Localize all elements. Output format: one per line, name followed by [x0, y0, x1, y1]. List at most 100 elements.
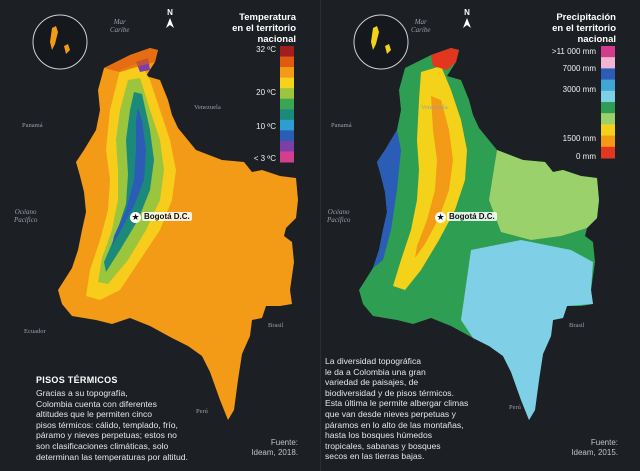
precipitation-map-panel: Mar Caribe N Precipitación en el territo… [320, 0, 640, 471]
guajira-dry-zone [431, 48, 459, 70]
legend-swatch [280, 130, 294, 142]
andes-driest-zone [415, 96, 453, 258]
temp-tick-32: 32 ºC [256, 45, 276, 54]
precip-tick-11000: >11 000 mm [551, 47, 596, 56]
desc-line: pisos térmicos: cálido, templado, frío, [36, 419, 178, 430]
andes-dry-zone [393, 66, 467, 290]
legend-swatch [601, 102, 615, 114]
desc-line: le da a Colombia una gran [325, 366, 426, 377]
island-san-andres [371, 26, 379, 50]
sea-label-line1: Mar [414, 18, 427, 26]
legend-swatch [601, 68, 615, 81]
label-venezuela: Venezuela [421, 104, 448, 111]
precipitation-legend-bar [601, 46, 615, 159]
precipitation-map-svg [353, 14, 615, 420]
sea-label-line2: Caribe [411, 26, 431, 34]
andes-paramo-band [112, 108, 146, 246]
desc-line: Gracias a su topografía, [36, 388, 128, 398]
legend-swatch [280, 119, 294, 131]
capital-star-icon: ★ [130, 212, 141, 223]
temperature-map-svg [32, 14, 298, 420]
orinoquia-zone [489, 150, 599, 240]
desc-line: altitudes que le permiten cinco [36, 409, 153, 420]
precip-tick-0: 0 mm [576, 152, 596, 161]
desc-line: Colombia cuenta con diferentes [36, 398, 157, 409]
legend-swatch [280, 77, 294, 89]
label-bogota: Bogotá D.C. [142, 212, 192, 221]
precipitation-description: La diversidad topográfica le da a Colomb… [325, 356, 468, 462]
desc-line: hasta los bosques húmedos [325, 430, 433, 441]
source-label: Fuente: [270, 438, 298, 447]
temperature-source: Fuente: Ideam, 2018. [251, 438, 298, 458]
legend-swatch [601, 46, 615, 58]
temperature-description: Gracias a su topografía, Colombia cuenta… [36, 388, 188, 462]
sea-label-line1: Mar [113, 18, 126, 26]
source-value: Ideam, 2018. [251, 448, 298, 457]
label-peru: Perú [509, 404, 521, 411]
temp-tick-3: < 3 ºC [253, 154, 276, 163]
legend-swatch [280, 46, 294, 58]
north-arrow-icon [166, 18, 174, 28]
legend-title-line1: Temperatura [239, 12, 296, 23]
legend-swatch [280, 56, 294, 68]
source-label: Fuente: [590, 438, 618, 447]
label-venezuela: Venezuela [194, 104, 221, 111]
pacifico-line2: Pacífico [14, 216, 38, 224]
source-value: Ideam, 2015. [571, 448, 618, 457]
legend-title-line3: nacional [577, 34, 616, 45]
temperature-legend-title: Temperatura en el territorio nacional [232, 12, 296, 45]
legend-title-line1: Precipitación [556, 12, 616, 23]
legend-swatch [280, 88, 294, 100]
pacifico-line1: Océano [327, 208, 350, 216]
desc-line: secos en las tierras bajas. [325, 451, 425, 462]
desc-line: tropicales, sabanas y bosques [325, 440, 441, 451]
temp-tick-10: 10 ºC [256, 122, 276, 131]
island-providencia [64, 44, 70, 54]
legend-swatch [280, 140, 294, 152]
label-bogota: Bogotá D.C. [447, 212, 497, 221]
desc-line: son clasificaciones climáticas, solo [36, 440, 169, 451]
pacifico-line1: Océano [14, 208, 37, 216]
legend-swatch [601, 124, 615, 137]
label-brasil: Brasil [268, 322, 284, 329]
colombia-outline-temp [58, 48, 298, 420]
legend-swatch [601, 113, 615, 125]
coastal-hot-zone [104, 48, 158, 72]
legend-title-line2: en el territorio [232, 23, 296, 34]
island-inset-circle [353, 14, 409, 70]
label-oceano-pacifico: Océano Pacífico [14, 208, 37, 224]
legend-swatch [601, 90, 615, 103]
legend-title-line2: en el territorio [552, 23, 616, 34]
heading-pisos-termicos: PISOS TÉRMICOS [36, 375, 118, 385]
precipitation-source: Fuente: Ideam, 2015. [571, 438, 618, 458]
legend-swatch [601, 146, 615, 159]
label-panama: Panamá [22, 122, 43, 129]
north-label: N [464, 8, 470, 17]
precip-tick-3000: 3000 mm [562, 85, 596, 94]
precip-tick-1500: 1500 mm [562, 134, 596, 143]
north-arrow-icon [463, 18, 471, 28]
precipitation-legend-title: Precipitación en el territorio nacional [552, 12, 616, 45]
temperature-legend-bar [280, 46, 294, 163]
label-mar-caribe: Mar Caribe [411, 18, 430, 34]
legend-swatch [280, 151, 294, 163]
legend-swatch [280, 98, 294, 110]
label-panama: Panamá [331, 122, 352, 129]
desc-line: Esta última le permite albergar climas [325, 398, 469, 409]
desc-line: que van desde nieves perpetuas y [325, 408, 456, 419]
pacifico-line2: Pacífico [327, 216, 351, 224]
island-providencia [385, 44, 391, 54]
island-inset-circle [32, 14, 88, 70]
desc-line: páramo y nieves perpetuas; estos no [36, 430, 177, 441]
legend-swatch [280, 67, 294, 79]
desc-line: variedad de paisajes, de [325, 377, 419, 388]
capital-star-icon: ★ [435, 212, 446, 223]
desc-line: páramos en lo alto de las montañas, [325, 419, 464, 430]
north-label: N [167, 8, 173, 17]
desc-line: biodiversidad y de pisos térmicos. [325, 387, 454, 398]
legend-swatch [601, 135, 615, 148]
precip-tick-7000: 7000 mm [562, 64, 596, 73]
legend-swatch [601, 57, 615, 69]
temperature-map-panel: Mar Caribe N Temperatura en el territori… [14, 8, 298, 462]
temp-tick-20: 20 ºC [256, 88, 276, 97]
